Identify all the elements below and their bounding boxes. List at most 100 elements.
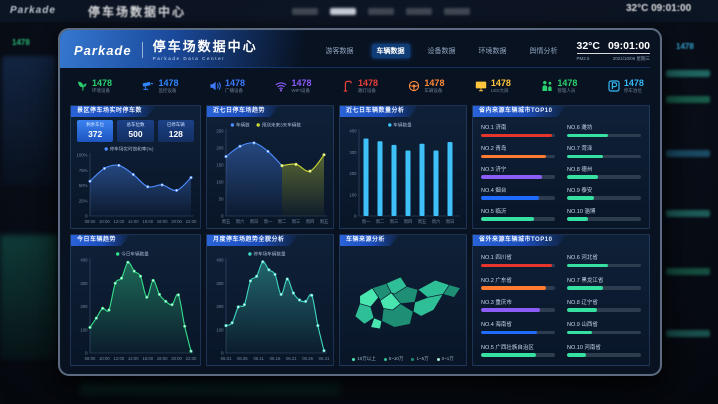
nav-tab[interactable]: 设备数据 [427,47,456,55]
svg-text:周一: 周一 [264,219,273,225]
svg-text:周五: 周五 [320,219,329,225]
backdrop-left-panel-glow [2,56,56,186]
svg-text:周日: 周日 [446,219,455,225]
temperature: 32°C [576,39,600,52]
camera-icon [143,81,154,90]
top10-in-list: NO.1 济南 NO.2 青岛 NO.3 济宁 NO.4 烟台 NO.5 临沂 NO.6 … [481,120,641,224]
logo-block: Parkade 停车场数据中心 Parkade Data Center [70,40,258,61]
top10-item: NO.4 烟台 [481,182,555,203]
top10-label: NO.5 广西壮族自治区 [481,344,534,351]
legend-label: 1~5万 [416,356,429,361]
nav-tab[interactable]: 舆情分析 [529,47,558,55]
steering-wheel-icon [409,80,420,92]
top10-item: NO.9 泰安 [567,182,641,203]
leaf-icon [78,81,87,91]
svg-text:周二: 周二 [278,219,287,225]
top10-track [567,154,641,159]
top10-label: NO.1 四川省 [481,255,512,262]
stat-texts: 1478 停车泊位 [623,78,644,94]
svg-text:车辆数量: 车辆数量 [393,122,412,129]
nav-tab[interactable]: 游客数据 [325,47,354,55]
backdrop-bottom-glow [80,382,340,394]
box-value: 372 [88,129,103,139]
svg-text:0: 0 [85,351,88,356]
svg-text:16:00: 16:00 [142,356,153,361]
stat-value: 1478 [92,77,113,88]
dashboard-window: Parkade 停车场数据中心 Parkade Data Center 游客数据… [58,28,662,376]
top10-label: NO.9 山西省 [567,322,598,329]
top10-bar [481,330,538,335]
panel-month-trend: 月度停车场趋势全貌分析 0 100 200 300 400 06.01 06.06 06.11… [206,234,334,366]
top10-item: NO.4 海南省 [481,316,555,338]
svg-text:75%: 75% [79,168,88,173]
svg-text:100: 100 [216,327,224,332]
top10-item: NO.7 黑龙江省 [567,271,641,293]
top10-label: NO.3 济宁 [481,166,507,173]
top10-bar [481,175,542,179]
svg-text:周四: 周四 [306,219,315,225]
top10-bar [567,263,609,268]
svg-text:200: 200 [80,304,88,309]
stat-label: 停车泊位 [623,88,642,93]
svg-text:车辆数: 车辆数 [236,122,250,129]
page-subtitle: Parkade Data Center [152,55,226,61]
device-stat: 1478 广播设备 [209,78,245,94]
map-legend-item: 1~5万 [411,356,429,362]
svg-text:10:00: 10:00 [99,356,110,361]
stat-label: 路灯设备 [357,88,376,93]
top10-track [481,175,555,179]
svg-text:06.31: 06.31 [319,356,330,361]
province-map [354,276,461,330]
map-legend-item: 5~10万 [383,356,404,362]
svg-text:06.01: 06.01 [221,356,232,361]
svg-text:22:00: 22:00 [186,356,197,361]
svg-text:18:00: 18:00 [157,219,168,224]
top10-bar [567,217,588,221]
top10-label: NO.6 河北省 [567,255,598,262]
top10-label: NO.7 黑龙江省 [567,277,604,284]
top10-track [481,330,555,335]
svg-text:0: 0 [221,351,224,356]
panel-title: 月度停车场趋势全貌分析 [207,235,299,246]
device-stat: 1478 路灯设备 [342,78,378,94]
nav-tab[interactable]: 车辆数据 [371,43,410,58]
today-trend-area-chart: 0 100 200 300 400 08:00 10:00 12:00 14:00 16:00 18… [80,251,197,361]
top10-item: NO.1 济南 [481,120,555,141]
legend-label: 5~10万 [388,356,404,361]
top10-track [567,133,641,138]
svg-text:300: 300 [80,281,88,286]
realtime-box: 剩余车位 372 [77,120,114,142]
svg-text:100%: 100% [77,153,88,158]
backdrop-brand: Parkade [10,5,56,16]
svg-text:周日: 周日 [250,219,259,225]
legend-dot [383,357,387,361]
top10-label: NO.2 广东省 [481,277,512,284]
legend-dot [436,357,440,361]
svg-text:周五: 周五 [222,219,231,225]
speaker-icon [210,81,221,91]
backdrop-clock: 32°C 09:01:00 [626,3,692,14]
svg-text:100: 100 [80,327,88,332]
svg-text:周三: 周三 [292,219,301,225]
map-legend-item: 10万以上 [352,356,376,362]
svg-text:100: 100 [349,192,357,197]
map-region [359,287,380,308]
svg-text:06.26: 06.26 [302,356,313,361]
map-legend-item: 0~1万 [436,356,454,362]
top10-bar [481,286,547,290]
top10-bar [481,133,553,138]
stat-label: WIFI设备 [291,88,310,93]
panel-title: 景区停车场实时停车数 [71,106,156,117]
box-value: 128 [168,129,183,139]
streetlamp-icon [343,80,353,92]
svg-text:周一: 周一 [362,219,371,225]
top10-item: NO.1 四川省 [481,249,555,271]
svg-text:100: 100 [216,180,224,185]
parking-icon [608,80,620,92]
backdrop-left-number: 1478 [12,38,30,47]
top10-bar [481,353,536,357]
svg-text:200: 200 [216,146,224,151]
nav-tab[interactable]: 环境数据 [478,47,507,55]
device-stat: 1478 管理人员 [541,78,577,94]
